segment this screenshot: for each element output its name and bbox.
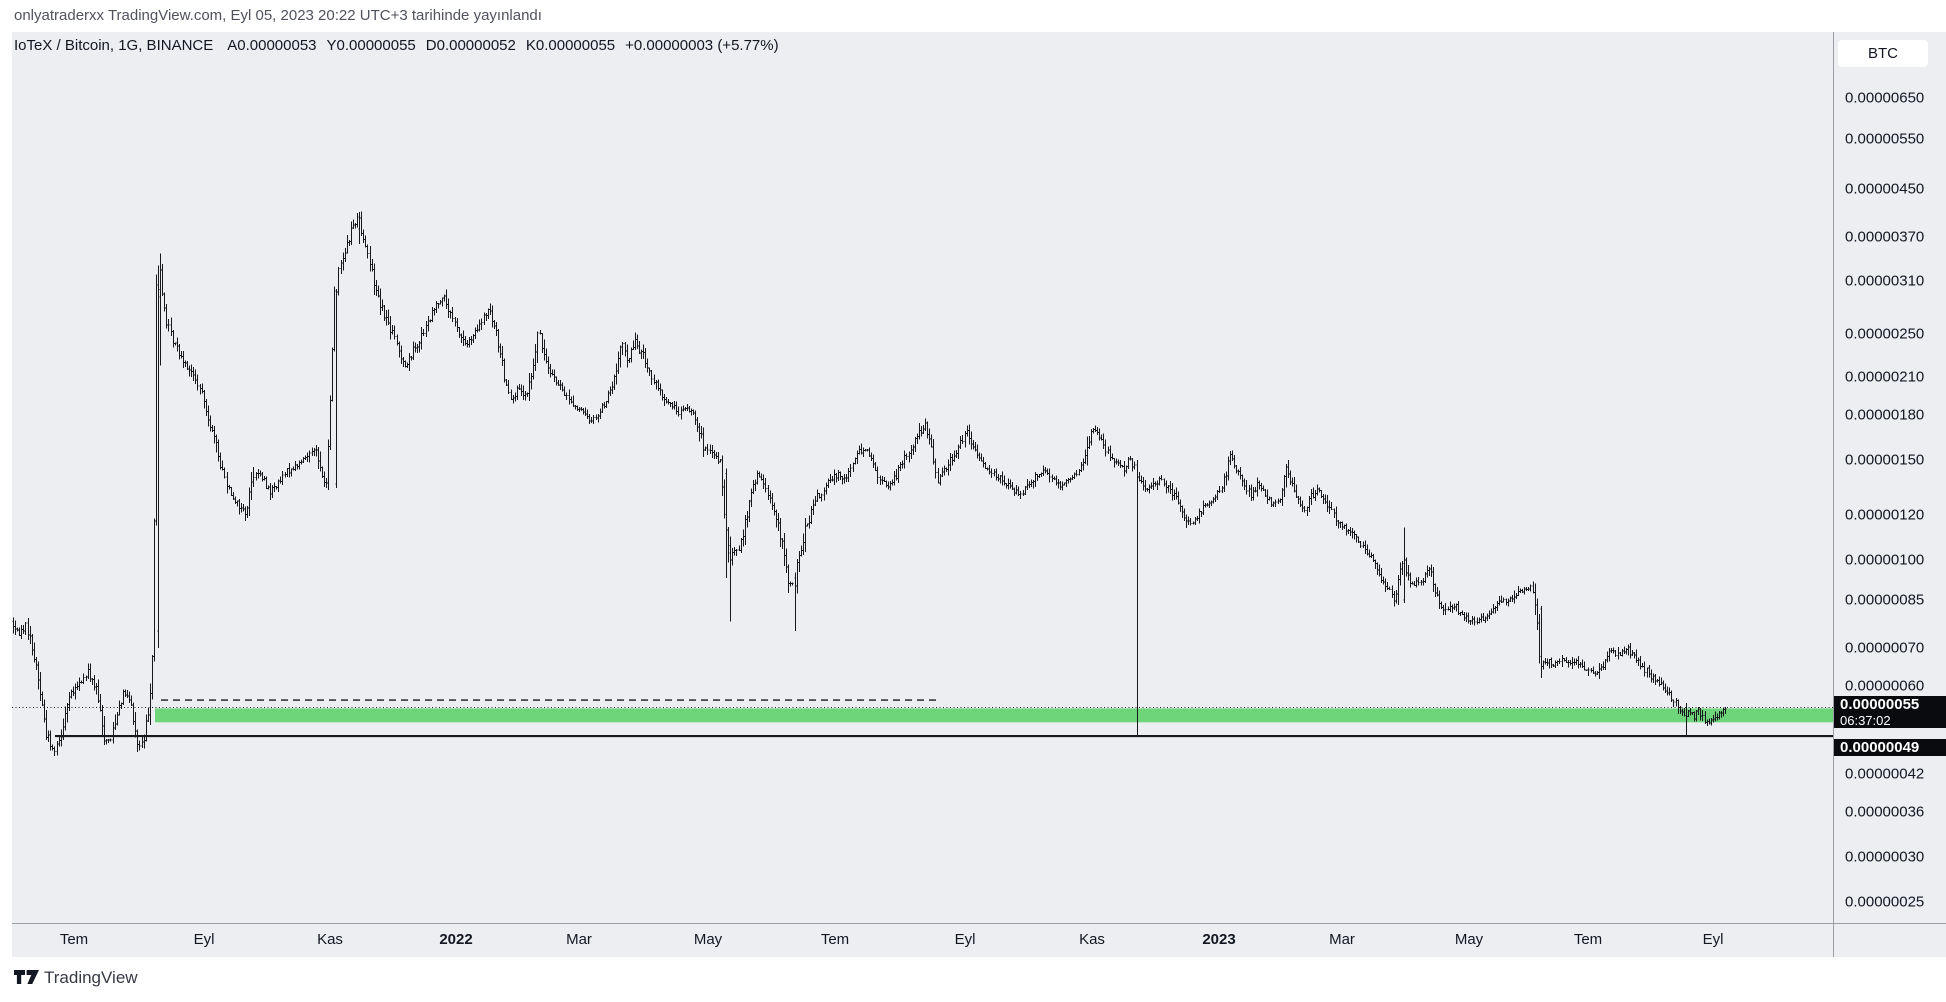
price-axis-tick: 0.00000085	[1845, 591, 1925, 609]
time-axis-label: Tem	[59, 931, 89, 948]
price-axis-tick: 0.00000036	[1845, 803, 1925, 821]
time-axis-label: May	[1454, 931, 1484, 948]
price-axis-tick: 0.00000210	[1845, 368, 1925, 386]
price-axis-tick: 0.00000100	[1845, 551, 1925, 569]
time-axis-label: Mar	[566, 931, 592, 948]
price-axis-tick: 0.00000120	[1845, 506, 1925, 524]
ohlc-open: A0.00000053	[227, 37, 317, 54]
time-axis-label: Mar	[1329, 931, 1355, 948]
time-axis-border	[12, 923, 1946, 924]
time-axis-label: May	[693, 931, 723, 948]
price-chart-canvas[interactable]	[0, 32, 1946, 923]
ohlc-high: Y0.00000055	[326, 37, 416, 54]
price-axis-tick: 0.00000150	[1845, 451, 1925, 469]
price-axis-tick: 0.00000030	[1845, 848, 1925, 866]
attribution-text: onlyatraderxx TradingView.com, Eyl 05, 2…	[14, 7, 542, 24]
time-axis-label: Tem	[1573, 931, 1603, 948]
currency-unit-button[interactable]: BTC	[1838, 40, 1928, 67]
price-axis-tick: 0.00000450	[1845, 180, 1925, 198]
time-axis-label: Tem	[820, 931, 850, 948]
support-price-tag: 0.00000049	[1834, 739, 1946, 756]
price-axis-tick: 0.00000070	[1845, 639, 1925, 657]
current-price-tag: 0.00000055 06:37:02	[1834, 696, 1946, 728]
price-axis-tick: 0.00000650	[1845, 89, 1925, 107]
tradingview-logo-icon[interactable]	[14, 969, 41, 989]
footer-bar: TradingView	[0, 957, 1946, 1002]
ohlc-close: K0.00000055	[525, 37, 616, 54]
time-axis-label: Kas	[1079, 931, 1105, 948]
time-axis-label: Kas	[317, 931, 343, 948]
price-axis-tick: 0.00000025	[1845, 893, 1925, 911]
tradingview-brand-text[interactable]: TradingView	[44, 968, 138, 987]
price-axis-tick: 0.00000310	[1845, 272, 1925, 290]
price-change: +0.00000003 (+5.77%)	[625, 37, 779, 54]
symbol-title: IoTeX / Bitcoin, 1G, BINANCE	[14, 37, 214, 54]
time-axis-label: Eyl	[954, 931, 976, 948]
time-axis-label: 2022	[439, 931, 473, 948]
price-axis-tick: 0.00000060	[1845, 677, 1925, 695]
time-axis-label: 2023	[1202, 931, 1236, 948]
current-price-value: 0.00000055	[1840, 696, 1920, 713]
price-axis-border	[1833, 32, 1834, 957]
price-axis-tick: 0.00000370	[1845, 228, 1925, 246]
time-axis-label: Eyl	[1702, 931, 1724, 948]
ohlc-low: D0.00000052	[425, 37, 516, 54]
symbol-header: IoTeX / Bitcoin, 1G, BINANCE A0.00000053 Y…	[14, 36, 789, 56]
chart-area: IoTeX / Bitcoin, 1G, BINANCE A0.00000053 Y…	[0, 32, 1946, 957]
price-axis-tick: 0.00000180	[1845, 406, 1925, 424]
chart-left-margin	[0, 32, 12, 957]
attribution-bar: onlyatraderxx TradingView.com, Eyl 05, 2…	[0, 0, 1946, 32]
price-axis-tick: 0.00000550	[1845, 130, 1925, 148]
price-axis-tick: 0.00000250	[1845, 325, 1925, 343]
bar-countdown-timer: 06:37:02	[1840, 713, 1891, 728]
price-axis-tick: 0.00000042	[1845, 765, 1925, 783]
time-axis-label: Eyl	[193, 931, 215, 948]
